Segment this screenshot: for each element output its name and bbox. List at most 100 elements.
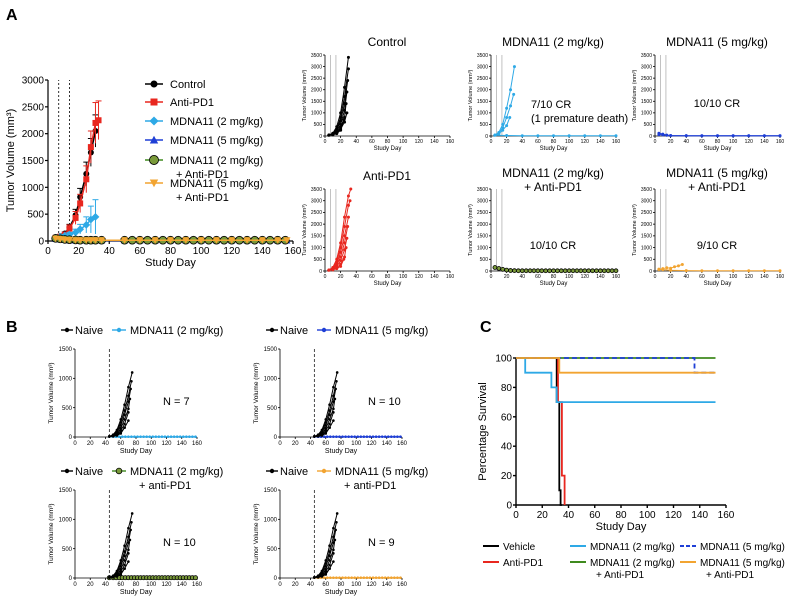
spider-combo5-y-tick-label: 3500 xyxy=(641,187,652,193)
spider-m2-point xyxy=(567,134,571,138)
rechallenge-m5-naive-point xyxy=(332,411,335,414)
rechallenge-m2-legend-naive-marker xyxy=(64,327,70,333)
a-main-combo5-point xyxy=(274,237,282,244)
spider-combo2-point xyxy=(574,268,580,274)
rechallenge-m5-x-tick-label: 120 xyxy=(366,441,377,447)
rechallenge-combo2-naive-point xyxy=(127,552,130,555)
spider-m2-y-tick-label: 0 xyxy=(485,134,488,140)
spider-anti_pd1-point xyxy=(346,215,350,219)
rechallenge-m5-point xyxy=(393,435,396,439)
spider-m2-x-tick-label: 60 xyxy=(535,139,541,145)
rechallenge-combo5-legend-naive-marker xyxy=(269,468,275,474)
rechallenge-m5-legend-naive-label: Naive xyxy=(280,325,308,337)
spider-combo2-point xyxy=(590,268,595,274)
spider-m2-y-tick-label: 500 xyxy=(480,122,489,128)
rechallenge-m2-legend-marker xyxy=(116,327,122,333)
spider-anti_pd1-y-tick-label: 3500 xyxy=(311,187,322,193)
a-main-y-tick-label: 2500 xyxy=(22,102,45,113)
a-main-y-tick-label: 1500 xyxy=(22,156,45,167)
spider-anti_pd1-y-tick-label: 2000 xyxy=(311,222,322,228)
a-main-x-tick-label: 40 xyxy=(104,246,116,257)
rechallenge-combo5-point xyxy=(362,576,366,580)
survival-control-curve xyxy=(516,357,562,506)
rechallenge-m2-naive-point xyxy=(123,426,126,429)
spider-m2-y-label: Tumor Volume (mm³) xyxy=(468,69,474,121)
a-main-combo5-point xyxy=(258,237,266,244)
rechallenge-combo5-legend-marker xyxy=(321,468,327,474)
rechallenge-combo2-y-tick-label: 1000 xyxy=(59,517,73,523)
survival-combo5-curve xyxy=(516,357,716,374)
spider-m5-point xyxy=(669,134,673,138)
spider-m2-y-tick-label: 2500 xyxy=(477,76,488,82)
rechallenge-combo2-x-tick-label: 140 xyxy=(177,582,188,588)
rechallenge-m5-point xyxy=(377,435,381,439)
spider-control-point xyxy=(342,118,346,122)
rechallenge-combo5-point xyxy=(380,576,384,580)
a-main-anti_pd1-point xyxy=(95,117,102,124)
rechallenge-combo5-y-label: Tumor Volume (mm³) xyxy=(253,503,260,564)
rechallenge-m2-naive-point xyxy=(130,379,133,383)
spider-combo2-x-tick-label: 40 xyxy=(519,274,525,280)
rechallenge-combo2-legend-naive-label: Naive xyxy=(75,466,103,478)
rechallenge-combo2-naive-point xyxy=(123,544,126,548)
rechallenge-m2-point xyxy=(136,435,139,439)
spider-m5-x-label: Study Day xyxy=(704,146,732,152)
rechallenge-m5-point xyxy=(383,435,387,439)
rechallenge-m5-point xyxy=(396,435,399,439)
rechallenge-m2-y-tick-label: 500 xyxy=(62,406,73,412)
spider-combo2-x-tick-label: 160 xyxy=(612,274,621,280)
rechallenge-m5-legend-naive-marker xyxy=(269,327,275,333)
spider-m2-point xyxy=(501,128,505,132)
rechallenge-m5-point xyxy=(329,435,332,439)
spider-m2-x-label: Study Day xyxy=(540,146,568,152)
spider-m2-y-tick-label: 2000 xyxy=(477,87,488,93)
panel-letter-b: B xyxy=(6,319,18,336)
spider-combo5-point xyxy=(778,269,782,273)
legend-a-combo5-label: MDNA11 (5 mg/kg) xyxy=(170,178,263,190)
rechallenge-m5-point xyxy=(365,435,369,439)
rechallenge-m5-naive-point xyxy=(332,385,335,389)
rechallenge-m5-point xyxy=(350,435,353,439)
spider-m5-point xyxy=(778,134,782,138)
spider-combo5-y-tick-label: 2500 xyxy=(641,210,652,216)
a-main-anti_pd1-point xyxy=(66,225,73,232)
rechallenge-combo5-point xyxy=(322,576,326,580)
rechallenge-combo2-x-tick-label: 100 xyxy=(146,582,157,588)
a-main-x-tick-label: 140 xyxy=(254,246,271,257)
rechallenge-combo5-naive-point xyxy=(328,544,331,548)
spider-anti_pd1-x-tick-label: 160 xyxy=(446,274,455,280)
a-main-y-tick-label: 2000 xyxy=(22,129,45,140)
rechallenge-m5-point xyxy=(325,435,329,439)
spider-control-point xyxy=(327,133,331,137)
spider-combo2-point xyxy=(555,268,560,274)
rechallenge-combo5-point xyxy=(347,576,350,580)
spider-m2-y-tick-label: 3500 xyxy=(477,53,488,59)
spider-anti_pd1-x-tick-label: 20 xyxy=(338,274,344,280)
rechallenge-m2-point xyxy=(194,435,197,439)
spider-combo2-y-tick-label: 1500 xyxy=(477,234,488,240)
spider-m5-y-tick-label: 1000 xyxy=(641,111,652,117)
a-main-y-tick-label: 500 xyxy=(27,210,44,221)
rechallenge-combo5-naive-point xyxy=(328,563,331,567)
spider-combo2-x-tick-label: 20 xyxy=(504,274,510,280)
rechallenge-m5-naive-point xyxy=(333,397,337,401)
a-main-combo5-point xyxy=(87,237,95,244)
spider-combo2-point xyxy=(519,268,525,274)
rechallenge-m5-point xyxy=(390,435,393,439)
spider-m2-point xyxy=(509,88,513,92)
legend-c-combo2-label: MDNA11 (2 mg/kg) xyxy=(590,558,675,569)
rechallenge-m5-naive-point xyxy=(328,403,331,407)
rechallenge-combo2-legend-marker xyxy=(115,467,123,475)
spider-combo2-point xyxy=(496,266,502,271)
a-main-anti_pd1-point xyxy=(83,176,90,183)
spider-anti_pd1-point xyxy=(342,257,346,261)
rechallenge-combo2-naive-point xyxy=(115,575,119,578)
spider-combo5-y-tick-label: 1500 xyxy=(641,234,652,240)
spider-m5-point xyxy=(731,134,735,138)
rechallenge-combo5-y-tick-label: 1000 xyxy=(264,517,278,523)
rechallenge-combo5-naive-point xyxy=(335,520,338,524)
spider-m2-point xyxy=(614,134,618,138)
spider-m2-point xyxy=(512,92,516,96)
rechallenge-combo2-naive-point xyxy=(123,554,126,558)
